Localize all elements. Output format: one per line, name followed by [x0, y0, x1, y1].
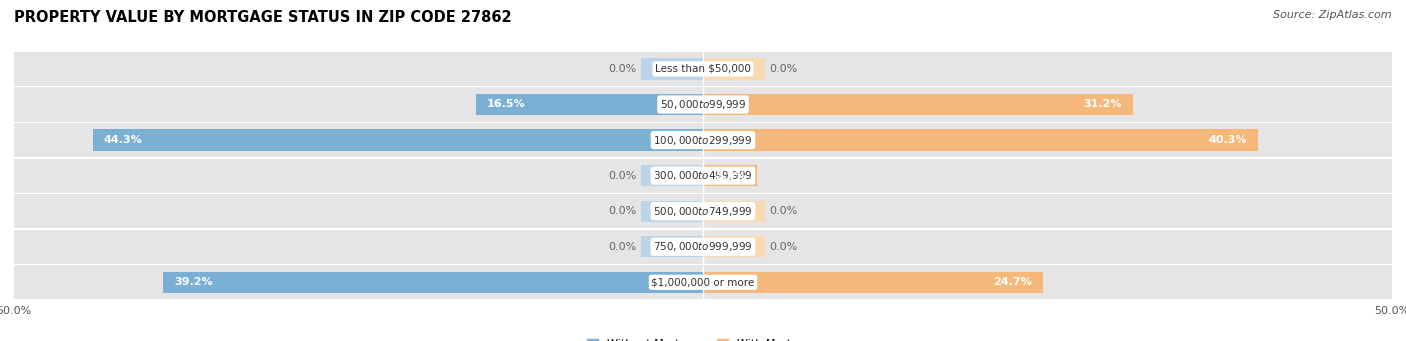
Text: Less than $50,000: Less than $50,000 [655, 64, 751, 74]
Bar [14, 230, 1392, 264]
Bar [14, 194, 1392, 228]
Bar [703, 129, 1258, 151]
Bar [14, 52, 1392, 86]
Text: 0.0%: 0.0% [609, 170, 637, 181]
Text: 0.0%: 0.0% [609, 242, 637, 252]
Bar [703, 165, 756, 186]
Bar [93, 129, 703, 151]
Bar [14, 228, 1392, 230]
Text: Source: ZipAtlas.com: Source: ZipAtlas.com [1274, 10, 1392, 20]
Bar [14, 159, 1392, 193]
Text: PROPERTY VALUE BY MORTGAGE STATUS IN ZIP CODE 27862: PROPERTY VALUE BY MORTGAGE STATUS IN ZIP… [14, 10, 512, 25]
Bar [14, 264, 1392, 265]
Text: 44.3%: 44.3% [104, 135, 142, 145]
Bar [14, 157, 1392, 159]
Text: $500,000 to $749,999: $500,000 to $749,999 [654, 205, 752, 218]
Bar [14, 265, 1392, 299]
Text: 39.2%: 39.2% [174, 277, 212, 287]
Text: $50,000 to $99,999: $50,000 to $99,999 [659, 98, 747, 111]
Text: 0.0%: 0.0% [769, 206, 797, 216]
Bar [703, 58, 765, 79]
Text: 0.0%: 0.0% [609, 64, 637, 74]
Text: 0.0%: 0.0% [609, 206, 637, 216]
Bar [641, 165, 703, 186]
Bar [475, 94, 703, 115]
Text: 3.9%: 3.9% [714, 170, 745, 181]
Legend: Without Mortgage, With Mortgage: Without Mortgage, With Mortgage [588, 339, 818, 341]
Bar [641, 236, 703, 257]
Bar [703, 236, 765, 257]
Text: 24.7%: 24.7% [994, 277, 1032, 287]
Bar [703, 94, 1133, 115]
Bar [14, 86, 1392, 87]
Bar [14, 121, 1392, 123]
Text: $100,000 to $299,999: $100,000 to $299,999 [654, 134, 752, 147]
Text: 0.0%: 0.0% [769, 64, 797, 74]
Text: $1,000,000 or more: $1,000,000 or more [651, 277, 755, 287]
Text: 0.0%: 0.0% [769, 242, 797, 252]
Bar [641, 58, 703, 79]
Bar [163, 272, 703, 293]
Bar [14, 193, 1392, 194]
Bar [641, 201, 703, 222]
Text: $300,000 to $499,999: $300,000 to $499,999 [654, 169, 752, 182]
Bar [703, 272, 1043, 293]
Bar [703, 201, 765, 222]
Bar [14, 87, 1392, 121]
Bar [14, 299, 1392, 301]
Text: 31.2%: 31.2% [1084, 100, 1122, 109]
Text: 40.3%: 40.3% [1209, 135, 1247, 145]
Bar [14, 123, 1392, 157]
Text: 16.5%: 16.5% [486, 100, 526, 109]
Text: $750,000 to $999,999: $750,000 to $999,999 [654, 240, 752, 253]
